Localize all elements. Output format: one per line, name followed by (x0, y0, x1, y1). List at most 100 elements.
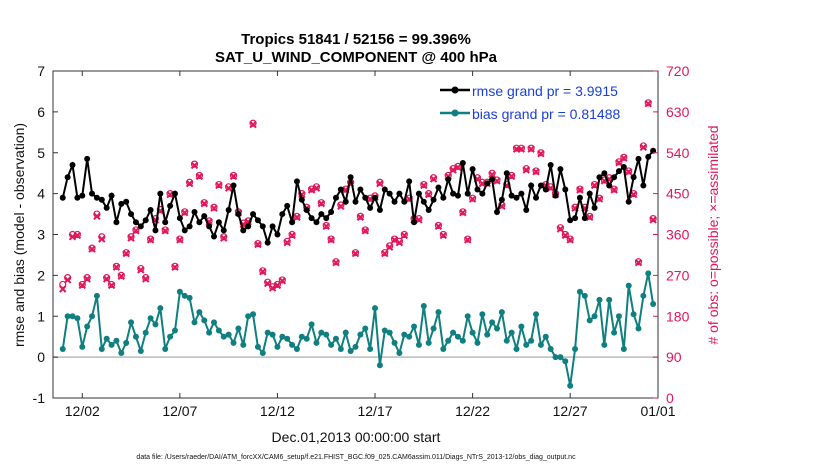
bias-point (640, 292, 647, 299)
obs-assimilated-point (137, 266, 145, 274)
obs-assimilated-point (556, 225, 565, 233)
obs-possible-point (59, 280, 67, 289)
obs-assimilated-stroke (464, 236, 472, 244)
obs-assimilated-point (400, 231, 408, 240)
rmse-point (220, 227, 227, 234)
obs-assimilated-point (83, 275, 91, 283)
rmse-point (362, 194, 369, 201)
legend-bias-label: bias grand pr = 0.81488 (472, 106, 620, 122)
y-tick-label: 2 (37, 267, 45, 283)
bias-point (406, 333, 413, 340)
rmse-point (381, 186, 388, 193)
rmse-point (406, 178, 413, 185)
rmse-point (615, 168, 622, 175)
bias-point (342, 329, 349, 336)
x-tick-label: 12/02 (65, 403, 100, 419)
obs-assimilated-stroke (249, 120, 257, 129)
rmse-point (132, 219, 139, 226)
bias-point (181, 292, 188, 299)
obs-assimilated-stroke (293, 213, 301, 221)
bias-point (318, 329, 325, 336)
bias-point (498, 309, 505, 316)
obs-assimilated-stroke (283, 238, 291, 247)
obs-possible-point (103, 274, 111, 282)
obs-assimilated-stroke (185, 179, 194, 188)
bias-point (264, 329, 271, 336)
obs-possible-point (117, 271, 125, 279)
bias-point (513, 345, 520, 352)
bias-point (625, 282, 632, 289)
obs-possible-point (556, 224, 565, 232)
obs-possible-point (400, 230, 408, 239)
bias-point (98, 345, 105, 352)
bias-point (459, 337, 466, 344)
obs-assimilated-point (93, 212, 101, 221)
obs-assimilated-stroke (307, 186, 316, 194)
obs-assimilated-point (117, 272, 126, 280)
obs-assimilated-stroke (649, 216, 657, 224)
bias-point (489, 319, 496, 326)
obs-assimilated-stroke (220, 234, 228, 242)
x-tick-label: 12/22 (455, 403, 490, 419)
obs-possible-point (381, 249, 389, 257)
y2-tick-label: 0 (666, 390, 674, 406)
obs-assimilated-stroke (78, 281, 86, 290)
rmse-point (425, 206, 432, 213)
obs-assimilated-point (385, 243, 394, 251)
rmse-point (591, 204, 598, 211)
obs-possible-point (78, 280, 86, 289)
rmse-point (586, 190, 593, 197)
obs-possible-point (254, 239, 262, 248)
bias-point (235, 325, 242, 332)
obs-possible-point (439, 230, 447, 239)
obs-assimilated-point (288, 231, 296, 240)
bias-point (308, 321, 315, 328)
rmse-point (225, 206, 232, 213)
bias-point (386, 329, 393, 336)
bias-point (220, 333, 227, 340)
obs-assimilated-stroke (200, 199, 208, 208)
x-tick-label: 12/12 (260, 403, 295, 419)
obs-possible-point (561, 230, 569, 239)
obs-possible-point (122, 249, 130, 257)
obs-assimilated-point (254, 240, 262, 249)
rmse-point (503, 170, 510, 177)
bias-point (289, 341, 296, 348)
obs-assimilated-point (649, 216, 657, 224)
obs-assimilated-stroke (254, 240, 262, 249)
bias-point (523, 341, 530, 348)
bias-point (74, 315, 81, 322)
bias-point (362, 325, 369, 332)
bias-point (332, 335, 339, 342)
obs-assimilated-stroke (166, 190, 174, 199)
bias-point (269, 331, 276, 338)
obs-possible-point (220, 233, 228, 241)
rmse-point (547, 162, 554, 169)
obs-assimilated-point (361, 227, 369, 235)
obs-assimilated-stroke (195, 172, 204, 181)
rmse-point (147, 206, 154, 213)
obs-assimilated-point (166, 190, 174, 199)
obs-possible-point (434, 221, 443, 230)
plot-area (53, 71, 658, 398)
obs-assimilated-stroke (644, 99, 652, 108)
rmse-point (601, 170, 608, 177)
obs-possible-point (425, 190, 433, 198)
bias-point (650, 300, 657, 307)
bias-point (464, 313, 471, 320)
y2-tick-label: 180 (666, 308, 690, 324)
x-tick-label: 01/01 (640, 403, 675, 419)
obs-assimilated-point (268, 284, 277, 292)
rmse-point (391, 198, 398, 205)
rmse-point (523, 206, 530, 213)
rmse-point (181, 227, 188, 234)
obs-assimilated-stroke (395, 238, 404, 247)
rmse-point (493, 209, 500, 216)
y-tick-label: 3 (37, 227, 45, 243)
rmse-point (318, 211, 325, 218)
obs-assimilated-point (395, 238, 404, 247)
obs-assimilated-stroke (98, 235, 106, 243)
obs-assimilated-stroke (73, 231, 82, 240)
obs-assimilated-point (78, 281, 86, 290)
